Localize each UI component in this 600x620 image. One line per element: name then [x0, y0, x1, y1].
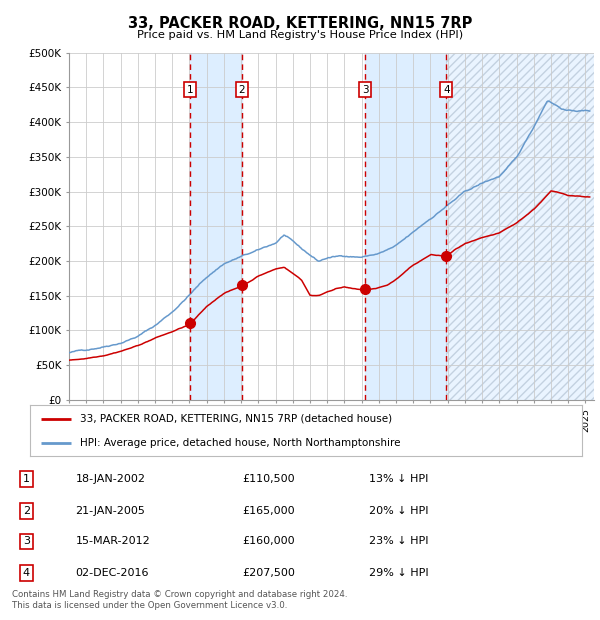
Text: Price paid vs. HM Land Registry's House Price Index (HPI): Price paid vs. HM Land Registry's House …	[137, 30, 463, 40]
Text: 4: 4	[443, 84, 449, 94]
Bar	[365, 53, 446, 400]
Text: 02-DEC-2016: 02-DEC-2016	[76, 568, 149, 578]
Bar	[190, 53, 242, 400]
Text: 29% ↓ HPI: 29% ↓ HPI	[369, 568, 429, 578]
Text: 20% ↓ HPI: 20% ↓ HPI	[369, 506, 428, 516]
Text: 21-JAN-2005: 21-JAN-2005	[76, 506, 145, 516]
Text: £207,500: £207,500	[242, 568, 295, 578]
Text: 3: 3	[23, 536, 30, 546]
Text: 2: 2	[23, 506, 30, 516]
Text: £160,000: £160,000	[242, 536, 295, 546]
Text: 23% ↓ HPI: 23% ↓ HPI	[369, 536, 428, 546]
Text: 2: 2	[239, 84, 245, 94]
Text: Contains HM Land Registry data © Crown copyright and database right 2024.
This d: Contains HM Land Registry data © Crown c…	[12, 590, 347, 609]
Text: HPI: Average price, detached house, North Northamptonshire: HPI: Average price, detached house, Nort…	[80, 438, 400, 448]
Text: 15-MAR-2012: 15-MAR-2012	[76, 536, 150, 546]
Text: 1: 1	[23, 474, 30, 484]
Text: 13% ↓ HPI: 13% ↓ HPI	[369, 474, 428, 484]
Text: 1: 1	[187, 84, 194, 94]
Text: 4: 4	[23, 568, 30, 578]
Text: £110,500: £110,500	[242, 474, 295, 484]
Text: 3: 3	[362, 84, 368, 94]
Text: 18-JAN-2002: 18-JAN-2002	[76, 474, 145, 484]
Text: £165,000: £165,000	[242, 506, 295, 516]
Bar	[446, 53, 594, 400]
Text: 33, PACKER ROAD, KETTERING, NN15 7RP: 33, PACKER ROAD, KETTERING, NN15 7RP	[128, 16, 472, 30]
Text: 33, PACKER ROAD, KETTERING, NN15 7RP (detached house): 33, PACKER ROAD, KETTERING, NN15 7RP (de…	[80, 414, 392, 423]
